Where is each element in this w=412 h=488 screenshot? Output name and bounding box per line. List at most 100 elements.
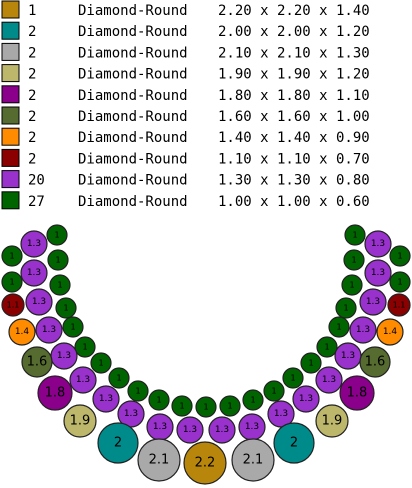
stone-label: 1.3 bbox=[274, 409, 288, 419]
stone-label: 1.1 bbox=[393, 301, 406, 310]
legend-shape: Diamond-Round bbox=[78, 130, 188, 146]
stone-label: 2.1 bbox=[243, 453, 264, 468]
legend-shape: Diamond-Round bbox=[78, 88, 188, 104]
legend-swatch bbox=[1, 64, 20, 83]
stone bbox=[231, 438, 275, 482]
stone-label: 1.3 bbox=[371, 268, 385, 278]
legend-swatch bbox=[1, 85, 20, 104]
stone bbox=[1, 271, 23, 293]
stone-label: 1 bbox=[203, 403, 208, 412]
legend-count: 2 bbox=[28, 130, 36, 146]
legend-size: 1.80 x 1.80 x 1.10 bbox=[218, 88, 370, 104]
stone-label: 1.3 bbox=[356, 325, 370, 335]
legend-size: 1.30 x 1.30 x 0.80 bbox=[218, 173, 370, 189]
stone bbox=[20, 230, 48, 258]
stone-label: 1.3 bbox=[153, 422, 167, 432]
stone bbox=[273, 422, 315, 464]
legend-shape: Diamond-Round bbox=[78, 67, 188, 83]
stone-label: 1.4 bbox=[383, 327, 398, 337]
stone bbox=[328, 316, 350, 338]
stone bbox=[359, 346, 391, 378]
stone-label: 1.3 bbox=[57, 351, 71, 361]
legend-swatch bbox=[1, 42, 20, 61]
stone-label: 1.3 bbox=[32, 297, 46, 307]
legend-count: 2 bbox=[28, 67, 36, 83]
stone-label: 1 bbox=[308, 359, 313, 368]
stone bbox=[208, 416, 236, 444]
stone-label: 1.4 bbox=[15, 327, 30, 337]
stone bbox=[47, 249, 69, 271]
stone bbox=[63, 404, 97, 438]
stone-label: 1.3 bbox=[245, 422, 259, 432]
stone bbox=[171, 395, 193, 417]
stone-label: 1 bbox=[349, 281, 354, 290]
legend-size: 1.00 x 1.00 x 0.60 bbox=[218, 194, 370, 210]
stone-label: 1 bbox=[98, 359, 103, 368]
stone bbox=[343, 249, 365, 271]
stone-label: 1.6 bbox=[27, 355, 48, 370]
stone-label: 1.3 bbox=[124, 409, 138, 419]
stone-label: 1.8 bbox=[347, 386, 368, 401]
stone bbox=[195, 396, 217, 418]
stone-label: 1.3 bbox=[341, 351, 355, 361]
stone bbox=[315, 366, 343, 394]
stone-label: 2.1 bbox=[149, 453, 170, 468]
stone bbox=[117, 400, 145, 428]
stone-label: 2.2 bbox=[195, 456, 216, 471]
stone-label: 1 bbox=[9, 278, 14, 287]
stone bbox=[108, 367, 130, 389]
stone bbox=[364, 230, 392, 258]
legend-count: 2 bbox=[28, 24, 36, 40]
stone-label: 1 bbox=[397, 278, 402, 287]
stone-label: 1.1 bbox=[7, 301, 20, 310]
stone bbox=[389, 245, 411, 267]
legend-swatch bbox=[1, 127, 20, 146]
stone bbox=[8, 318, 36, 346]
stone-label: 1 bbox=[9, 252, 14, 261]
legend-count: 2 bbox=[28, 45, 36, 61]
stone bbox=[21, 346, 53, 378]
stone-label: 1 bbox=[343, 304, 348, 313]
stone-label: 1 bbox=[271, 387, 276, 396]
stone-label: 1 bbox=[116, 374, 121, 383]
stone-label: 1 bbox=[290, 374, 295, 383]
stone bbox=[37, 375, 73, 411]
stone-label: 1 bbox=[336, 323, 341, 332]
legend-count: 2 bbox=[28, 109, 36, 125]
stone bbox=[364, 259, 392, 287]
stone-label: 1 bbox=[250, 396, 255, 405]
stone bbox=[46, 224, 68, 246]
legend-swatch bbox=[1, 170, 20, 189]
stone bbox=[127, 380, 149, 402]
stone-label: 1.3 bbox=[76, 375, 90, 385]
stone-label: 1 bbox=[70, 323, 75, 332]
stone bbox=[282, 367, 304, 389]
legend-count: 1 bbox=[28, 3, 36, 19]
stone bbox=[387, 293, 411, 317]
legend-size: 1.40 x 1.40 x 0.90 bbox=[218, 130, 370, 146]
legend-size: 2.10 x 2.10 x 1.30 bbox=[218, 45, 370, 61]
stone-label: 2 bbox=[114, 436, 122, 451]
stone bbox=[1, 293, 25, 317]
legend-count: 20 bbox=[28, 173, 45, 189]
stone bbox=[339, 375, 375, 411]
stone bbox=[35, 316, 63, 344]
stone-label: 1 bbox=[352, 231, 357, 240]
stone-label: 1.3 bbox=[99, 394, 113, 404]
stone-label: 1 bbox=[351, 256, 356, 265]
stone-label: 1 bbox=[324, 343, 329, 352]
stone bbox=[292, 385, 320, 413]
stone-label: 1 bbox=[55, 256, 60, 265]
stone-label: 1 bbox=[179, 402, 184, 411]
stone bbox=[316, 336, 338, 358]
stone bbox=[300, 352, 322, 374]
stone-label: 1.9 bbox=[322, 414, 343, 429]
stone-label: 1.6 bbox=[365, 355, 386, 370]
stone-label: 1.3 bbox=[27, 268, 41, 278]
legend-size: 2.00 x 2.00 x 1.20 bbox=[218, 24, 370, 40]
stone bbox=[315, 404, 349, 438]
legend-swatch bbox=[1, 148, 20, 167]
stone bbox=[92, 385, 120, 413]
stone-label: 1.3 bbox=[183, 425, 197, 435]
